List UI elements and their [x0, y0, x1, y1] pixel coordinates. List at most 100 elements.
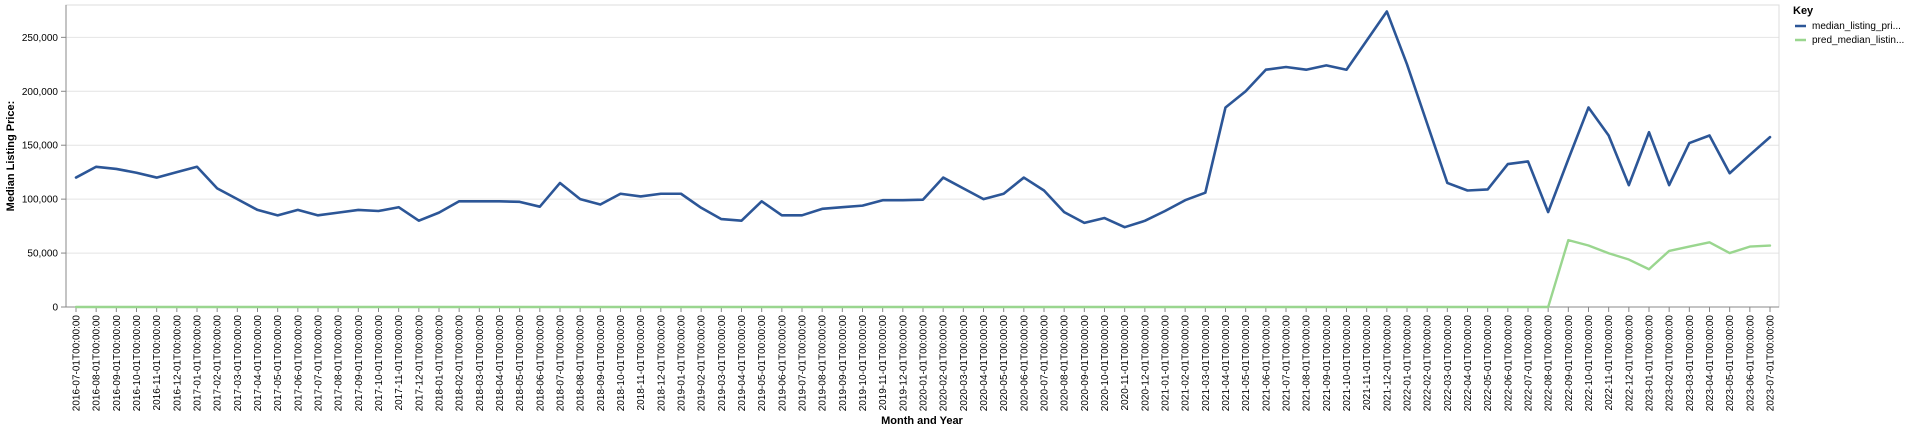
x-tick-label: 2021-08-01T00:00:00	[1302, 315, 1313, 412]
x-tick-label: 2021-03-01T00:00:00	[1201, 315, 1212, 412]
x-tick-label: 2017-06-01T00:00:00	[293, 315, 304, 412]
x-tick-label: 2018-04-01T00:00:00	[495, 315, 506, 412]
x-tick-label: 2018-08-01T00:00:00	[576, 315, 587, 412]
x-tick-label: 2021-06-01T00:00:00	[1261, 315, 1272, 412]
series-line-pred	[74, 238, 1772, 309]
grid-lines	[66, 36, 1779, 308]
legend: Key median_listing_pri... pred_median_li…	[1793, 5, 1904, 46]
x-tick-label: 2017-10-01T00:00:00	[374, 315, 385, 412]
x-tick-label: 2020-03-01T00:00:00	[959, 315, 970, 412]
x-tick-label: 2021-10-01T00:00:00	[1342, 315, 1353, 412]
x-tick-label: 2020-07-01T00:00:00	[1040, 315, 1051, 412]
x-tick-label: 2017-08-01T00:00:00	[334, 315, 345, 412]
y-tick-label: 50,000	[27, 249, 58, 260]
x-tick-label: 2020-04-01T00:00:00	[979, 315, 990, 412]
x-tick-label: 2021-01-01T00:00:00	[1161, 315, 1172, 412]
x-axis: 2016-07-01T00:00:00 2016-08-01T00:00:00 20…	[66, 306, 1779, 412]
x-tick-label: 2023-04-01T00:00:00	[1705, 315, 1716, 412]
y-axis: 0 50,000 100,000 150,000 200,000 250,000	[22, 5, 67, 314]
x-tick-label: 2018-01-01T00:00:00	[435, 315, 446, 412]
x-tick-label: 2017-02-01T00:00:00	[213, 315, 224, 412]
legend-label-median: median_listing_pri...	[1812, 21, 1901, 32]
y-tick-label: 0	[52, 303, 58, 314]
x-tick-label: 2019-04-01T00:00:00	[737, 315, 748, 412]
series-lines	[74, 10, 1772, 309]
x-tick-label: 2017-12-01T00:00:00	[414, 315, 425, 412]
x-tick-label: 2020-11-01T00:00:00	[1120, 315, 1131, 411]
x-tick-label: 2016-11-01T00:00:00	[152, 315, 163, 411]
x-tick-label: 2020-01-01T00:00:00	[919, 315, 930, 412]
x-tick-label: 2022-05-01T00:00:00	[1483, 315, 1494, 412]
x-tick-label: 2016-09-01T00:00:00	[112, 315, 123, 412]
x-tick-label: 2022-09-01T00:00:00	[1564, 315, 1575, 412]
y-tick-label: 250,000	[22, 33, 59, 44]
x-tick-label: 2019-06-01T00:00:00	[777, 315, 788, 412]
x-tick-label: 2017-07-01T00:00:00	[314, 315, 325, 412]
x-tick-label: 2016-10-01T00:00:00	[132, 315, 143, 412]
x-tick-label: 2016-08-01T00:00:00	[92, 315, 103, 412]
y-tick-label: 200,000	[22, 87, 59, 98]
x-tick-label: 2018-10-01T00:00:00	[616, 315, 627, 412]
x-tick-label: 2021-05-01T00:00:00	[1241, 315, 1252, 412]
x-tick-label: 2017-11-01T00:00:00	[394, 315, 405, 411]
x-tick-label: 2019-01-01T00:00:00	[677, 315, 688, 412]
x-tick-label: 2022-06-01T00:00:00	[1503, 315, 1514, 412]
x-tick-label: 2021-09-01T00:00:00	[1322, 315, 1333, 412]
x-tick-label: 2021-02-01T00:00:00	[1181, 315, 1192, 412]
x-tick-label: 2018-05-01T00:00:00	[515, 315, 526, 412]
x-tick-label: 2022-03-01T00:00:00	[1443, 315, 1454, 412]
x-tick-label: 2016-07-01T00:00:00	[72, 315, 83, 412]
x-tick-label: 2023-05-01T00:00:00	[1725, 315, 1736, 412]
x-tick-label: 2020-10-01T00:00:00	[1100, 315, 1111, 412]
x-tick-label: 2021-12-01T00:00:00	[1382, 315, 1393, 412]
x-tick-label: 2016-12-01T00:00:00	[172, 315, 183, 412]
x-tick-label: 2020-05-01T00:00:00	[999, 315, 1010, 412]
x-tick-label: 2019-11-01T00:00:00	[878, 315, 889, 411]
x-tick-label: 2023-01-01T00:00:00	[1645, 315, 1656, 412]
legend-entry-median: median_listing_pri...	[1795, 21, 1901, 32]
x-tick-label: 2019-07-01T00:00:00	[798, 315, 809, 412]
x-tick-label: 2022-04-01T00:00:00	[1463, 315, 1474, 412]
x-tick-label: 2021-07-01T00:00:00	[1282, 315, 1293, 412]
x-tick-label: 2022-07-01T00:00:00	[1524, 315, 1535, 412]
legend-label-pred: pred_median_listin...	[1812, 35, 1904, 46]
x-tick-label: 2021-04-01T00:00:00	[1221, 315, 1232, 412]
plot-frame	[65, 4, 1780, 308]
x-tick-label: 2020-02-01T00:00:00	[939, 315, 950, 412]
x-tick-label: 2018-09-01T00:00:00	[596, 315, 607, 412]
x-tick-label: 2019-02-01T00:00:00	[697, 315, 708, 412]
series-line-median	[74, 10, 1772, 229]
x-tick-label: 2022-12-01T00:00:00	[1624, 315, 1635, 412]
x-tick-label: 2020-08-01T00:00:00	[1060, 315, 1071, 412]
x-axis-title: Month and Year	[881, 415, 963, 427]
y-tick-label: 100,000	[22, 195, 59, 206]
x-tick-label: 2022-01-01T00:00:00	[1403, 315, 1414, 412]
x-tick-label: 2019-10-01T00:00:00	[858, 315, 869, 412]
x-tick-label: 2018-02-01T00:00:00	[455, 315, 466, 412]
x-tick-label: 2018-03-01T00:00:00	[475, 315, 486, 412]
x-tick-label: 2019-09-01T00:00:00	[838, 315, 849, 412]
x-tick-label: 2022-08-01T00:00:00	[1544, 315, 1555, 412]
x-tick-label: 2022-02-01T00:00:00	[1423, 315, 1434, 412]
x-tick-label: 2018-07-01T00:00:00	[556, 315, 567, 412]
x-tick-label: 2017-05-01T00:00:00	[273, 315, 284, 412]
x-tick-label: 2023-06-01T00:00:00	[1745, 315, 1756, 412]
x-tick-label: 2019-05-01T00:00:00	[757, 315, 768, 412]
legend-entry-pred: pred_median_listin...	[1795, 35, 1904, 46]
x-tick-label: 2018-06-01T00:00:00	[535, 315, 546, 412]
x-tick-label: 2020-12-01T00:00:00	[1140, 315, 1151, 412]
x-tick-label: 2019-03-01T00:00:00	[717, 315, 728, 412]
x-tick-label: 2017-01-01T00:00:00	[193, 315, 204, 412]
x-tick-label: 2023-07-01T00:00:00	[1766, 315, 1777, 412]
x-tick-label: 2017-04-01T00:00:00	[253, 315, 264, 412]
y-tick-label: 150,000	[22, 141, 59, 152]
x-tick-label: 2020-06-01T00:00:00	[1019, 315, 1030, 412]
x-tick-label: 2020-09-01T00:00:00	[1080, 315, 1091, 412]
x-tick-label: 2023-03-01T00:00:00	[1685, 315, 1696, 412]
x-tick-label: 2018-12-01T00:00:00	[656, 315, 667, 412]
x-tick-label: 2021-11-01T00:00:00	[1362, 315, 1373, 411]
x-tick-label: 2022-11-01T00:00:00	[1604, 315, 1615, 411]
x-tick-label: 2017-03-01T00:00:00	[233, 315, 244, 412]
x-tick-label: 2017-09-01T00:00:00	[354, 315, 365, 412]
